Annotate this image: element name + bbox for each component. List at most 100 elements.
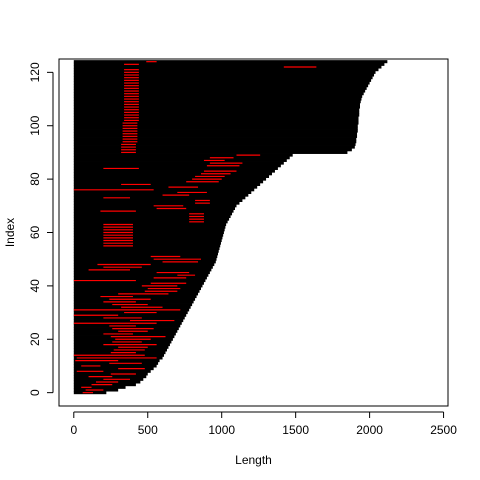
length-bar [73, 241, 221, 245]
length-bar [73, 177, 267, 181]
length-bar [73, 78, 372, 82]
length-bar [73, 201, 240, 205]
length-bar [73, 116, 359, 120]
length-bar [73, 142, 356, 146]
length-bar [73, 289, 200, 293]
length-bar [73, 94, 363, 98]
length-bar [73, 228, 225, 232]
length-bar [73, 97, 362, 101]
y-axis-title: Index [3, 218, 17, 247]
length-bar [73, 137, 357, 141]
length-bar [73, 89, 366, 93]
y-tick-label: 40 [28, 279, 42, 293]
length-bar [73, 220, 228, 224]
length-bar [73, 212, 233, 216]
length-bar [73, 148, 352, 152]
length-bar [73, 92, 364, 96]
length-bar [73, 84, 369, 88]
length-bar [73, 60, 388, 64]
length-bar [73, 273, 209, 277]
length-bar [73, 76, 373, 80]
x-tick-label: 500 [138, 423, 158, 437]
y-axis: 0 20 40 60 80 100 120 [28, 62, 54, 396]
length-bar [73, 100, 361, 104]
length-bar [73, 214, 231, 219]
length-bar [73, 206, 236, 211]
length-bar [73, 172, 272, 176]
length-bar [73, 105, 360, 109]
length-bar [73, 265, 213, 269]
length-bar [73, 113, 360, 117]
x-tick-label: 2500 [430, 423, 457, 437]
length-bar [73, 364, 157, 368]
length-bar [73, 193, 249, 197]
length-bar [73, 367, 154, 371]
length-bar [73, 238, 222, 243]
length-bar [73, 134, 358, 138]
length-bar [73, 319, 184, 323]
length-bar [73, 62, 385, 66]
length-bar [73, 198, 243, 203]
length-bar [73, 132, 358, 136]
x-tick-label: 0 [70, 423, 77, 437]
length-bar [73, 164, 281, 168]
y-tick-label: 0 [28, 389, 42, 396]
length-bar [73, 276, 207, 280]
length-bar [73, 295, 197, 299]
length-bar [73, 385, 126, 389]
y-tick-label: 80 [28, 172, 42, 186]
length-bar [73, 156, 290, 160]
highlight-segments [73, 61, 317, 394]
length-bar [73, 124, 358, 128]
length-bar [73, 233, 224, 237]
length-bar [73, 244, 221, 248]
length-bar [73, 70, 376, 74]
length-bar [73, 86, 367, 90]
x-tick-label: 2000 [356, 423, 383, 437]
length-bar [73, 279, 206, 283]
length-bar [73, 126, 358, 130]
x-tick-label: 1500 [282, 423, 309, 437]
length-bar [73, 225, 226, 229]
length-bar [73, 150, 348, 154]
length-bar [73, 185, 258, 189]
length-bar [73, 118, 359, 122]
x-axis: 0 500 1000 1500 2000 2500 [70, 411, 457, 437]
length-bar [73, 260, 216, 264]
length-bar [73, 153, 293, 157]
length-bar [73, 110, 360, 114]
length-bar [73, 196, 246, 200]
length-bar [73, 230, 224, 235]
length-bar [73, 108, 360, 112]
length-bar [73, 209, 234, 213]
length-bar [73, 169, 275, 173]
length-bar [73, 257, 217, 261]
length-bar [73, 182, 261, 186]
y-tick-label: 60 [28, 226, 42, 240]
length-bar [73, 158, 287, 162]
length-bar [73, 190, 252, 194]
length-bar [73, 121, 359, 125]
length-bar [73, 236, 223, 240]
length-bar [73, 145, 355, 149]
length-bar [73, 249, 219, 253]
length-bar [73, 161, 284, 165]
y-tick-label: 120 [28, 62, 42, 82]
length-bar [73, 281, 204, 285]
length-bar [73, 65, 382, 69]
length-bar [73, 102, 360, 106]
y-tick-label: 100 [28, 115, 42, 135]
length-bar [73, 287, 201, 291]
length-bar [73, 188, 255, 192]
length-bar [73, 246, 220, 251]
length-bar [73, 73, 375, 77]
y-tick-label: 20 [28, 332, 42, 346]
length-bar [73, 284, 203, 288]
length-bar [73, 252, 219, 256]
length-bar [73, 268, 212, 272]
length-bar [73, 254, 218, 259]
x-tick-label: 1000 [208, 423, 235, 437]
length-bar [73, 68, 379, 72]
length-bar [73, 180, 264, 184]
